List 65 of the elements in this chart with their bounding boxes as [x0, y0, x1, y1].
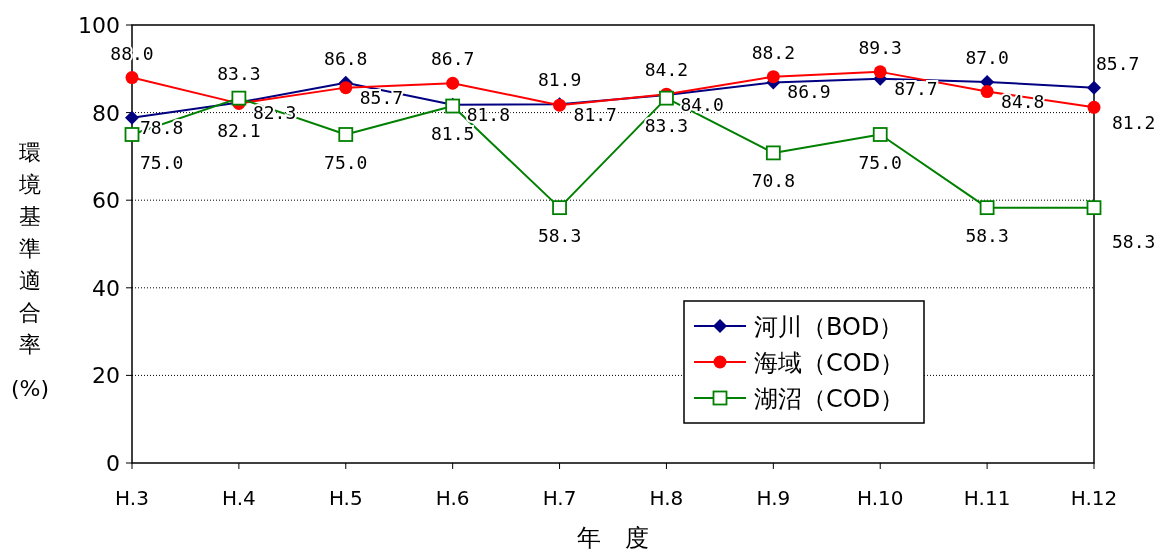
point: [872, 127, 888, 142]
y-tick-label: 100: [78, 13, 120, 38]
y-tick-label: 40: [92, 275, 120, 301]
data-label: 89.3: [858, 36, 902, 58]
data-label: 84.2: [644, 59, 689, 81]
point: [980, 85, 994, 99]
data-label: 75.0: [858, 151, 902, 173]
data-label: 87.7: [894, 77, 938, 99]
point: [766, 70, 780, 84]
data-label: 86.9: [787, 81, 831, 103]
data-label: 85.7: [1096, 52, 1140, 74]
point: [339, 81, 353, 95]
x-tick-label: H.9: [756, 486, 791, 510]
y-tick-label: 0: [106, 451, 120, 476]
data-label: 85.7: [359, 86, 404, 108]
x-tick-label: H.10: [856, 486, 904, 510]
x-tick-label: H.7: [542, 486, 577, 510]
legend-label: 湖沼（COD）: [754, 385, 905, 413]
x-tick-label: H.8: [649, 486, 684, 510]
data-label: 70.8: [751, 169, 796, 191]
data-label: 75.0: [140, 151, 184, 173]
data-label: 83.3: [217, 63, 261, 85]
data-label: 81.8: [466, 103, 511, 125]
x-axis-title: 年 度: [577, 524, 649, 549]
y-axis-title: 環境基準適合率(%): [10, 140, 50, 401]
point: [125, 71, 139, 85]
data-label: 84.0: [680, 94, 724, 116]
data-label: 88.2: [751, 41, 796, 63]
x-tick-label: H.12: [1070, 486, 1118, 510]
data-label: 84.8: [1001, 90, 1045, 112]
data-label: 81.5: [430, 123, 475, 145]
point: [338, 127, 354, 142]
point: [873, 65, 887, 79]
data-label: 86.7: [430, 48, 475, 70]
data-label: 58.3: [1112, 230, 1156, 252]
point: [552, 200, 567, 216]
x-tick-label: H.3: [115, 486, 149, 510]
x-tick-label: H.5: [328, 486, 363, 510]
point: [446, 76, 460, 90]
point: [124, 127, 140, 142]
data-label: 87.0: [965, 46, 1009, 68]
y-tick-label: 20: [92, 363, 120, 389]
data-label: 58.3: [965, 224, 1009, 246]
data-label: 81.9: [537, 69, 582, 91]
x-tick-label: H.6: [435, 486, 470, 510]
point: [979, 200, 995, 216]
data-label: 81.2: [1112, 112, 1156, 134]
y-tick-label: 60: [92, 188, 120, 214]
data-label: 58.3: [537, 224, 582, 246]
x-tick-label: H.11: [963, 486, 1011, 510]
point: [125, 110, 139, 125]
point: [765, 145, 781, 161]
point: [231, 90, 247, 106]
data-label: 82.1: [217, 120, 261, 142]
point: [1087, 80, 1101, 95]
x-tick-label: H.4: [222, 486, 256, 510]
legend-label: 河川（BOD）: [754, 313, 904, 341]
data-label: 86.8: [324, 47, 368, 69]
y-tick-label: 80: [92, 100, 120, 126]
point: [1087, 100, 1101, 114]
data-label: 83.3: [644, 115, 689, 137]
data-label: 75.0: [324, 151, 368, 173]
data-label: 81.7: [573, 104, 617, 126]
legend-label: 海域（COD）: [754, 349, 905, 377]
point: [1086, 200, 1102, 216]
